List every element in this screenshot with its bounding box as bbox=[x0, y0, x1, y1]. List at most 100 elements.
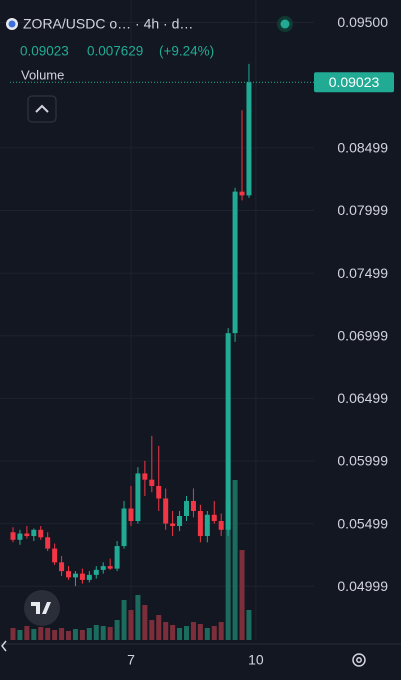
y-tick-label: 0.07999 bbox=[337, 202, 388, 218]
candle-body bbox=[121, 508, 127, 547]
volume-bar bbox=[31, 629, 37, 640]
candle-body bbox=[17, 533, 23, 540]
volume-label: Volume bbox=[21, 67, 64, 82]
y-tick-label: 0.06999 bbox=[337, 327, 388, 343]
candle-body bbox=[184, 500, 189, 517]
candle-body bbox=[45, 537, 51, 549]
candle-body bbox=[52, 548, 58, 563]
scroll-left[interactable] bbox=[1, 640, 7, 652]
y-tick-label: 0.09500 bbox=[337, 14, 388, 30]
volume-bar bbox=[114, 620, 120, 640]
candle-body bbox=[142, 473, 148, 480]
volume-bar bbox=[211, 626, 217, 640]
candle-body bbox=[114, 546, 120, 569]
candle-body bbox=[163, 498, 169, 524]
change: 0.007629 bbox=[87, 44, 143, 59]
volume-bar bbox=[197, 624, 203, 640]
y-tick-label: 0.05999 bbox=[337, 453, 388, 469]
candle-body bbox=[149, 479, 155, 486]
candle-body bbox=[204, 514, 210, 537]
volume-bar bbox=[107, 627, 113, 640]
last-price: 0.09023 bbox=[20, 44, 69, 59]
y-tick-label: 0.04999 bbox=[337, 578, 388, 594]
volume-bar bbox=[190, 622, 196, 640]
volume-pane bbox=[10, 480, 252, 640]
logo-mark bbox=[31, 602, 51, 614]
candle-body bbox=[239, 191, 245, 196]
volume-bar bbox=[38, 627, 44, 640]
candle-body bbox=[156, 485, 162, 499]
logo[interactable] bbox=[24, 590, 60, 626]
candle-body bbox=[246, 82, 252, 196]
settings-center bbox=[356, 657, 362, 663]
candle-body bbox=[190, 500, 196, 511]
y-tick-label: 0.07499 bbox=[337, 265, 388, 281]
candle-body bbox=[211, 514, 217, 522]
volume-bar bbox=[128, 610, 134, 640]
collapse-icon bbox=[35, 104, 49, 113]
candle-body bbox=[128, 508, 134, 522]
volume-bar bbox=[204, 628, 210, 640]
volume-bar bbox=[225, 500, 231, 640]
volume-bar bbox=[170, 625, 176, 640]
volume-bar bbox=[52, 630, 58, 640]
volume-bar bbox=[79, 630, 85, 640]
candle-body bbox=[177, 516, 183, 527]
volume-bar bbox=[177, 628, 183, 640]
candle-body bbox=[72, 573, 78, 578]
volume-bar bbox=[93, 625, 99, 640]
candle-body bbox=[79, 573, 85, 580]
last-price-box bbox=[314, 72, 394, 93]
candle-body bbox=[93, 569, 99, 575]
volume-bar bbox=[232, 480, 238, 640]
status-dot bbox=[280, 19, 290, 29]
candle-body bbox=[225, 333, 231, 530]
candle-body bbox=[31, 529, 37, 537]
volume-bar bbox=[100, 626, 106, 640]
volume-bar bbox=[149, 620, 155, 640]
volume-bar bbox=[184, 626, 189, 640]
candle-body bbox=[107, 566, 113, 569]
candle-body bbox=[100, 566, 106, 570]
volume-bar bbox=[66, 631, 72, 640]
candle-body bbox=[86, 574, 92, 580]
volume-bar bbox=[218, 622, 224, 640]
candle-body bbox=[66, 571, 72, 578]
grid bbox=[0, 0, 314, 640]
candle-body bbox=[10, 532, 16, 540]
candles bbox=[10, 63, 252, 587]
y-tick-label: 0.05499 bbox=[337, 515, 388, 531]
volume-bar bbox=[24, 626, 30, 640]
candle-body bbox=[218, 521, 224, 530]
volume-bar bbox=[163, 622, 169, 640]
chart-title: ZORA/USDC o… · 4h · d… bbox=[23, 16, 193, 32]
volume-bar bbox=[59, 628, 65, 640]
settings-button[interactable] bbox=[352, 653, 366, 667]
candle-body bbox=[135, 473, 141, 522]
y-tick-label: 0.06499 bbox=[337, 390, 388, 406]
volume-bar bbox=[17, 630, 23, 640]
candle-body bbox=[38, 529, 44, 538]
volume-bar bbox=[156, 615, 162, 640]
candle-body bbox=[197, 510, 203, 537]
volume-bar bbox=[72, 629, 78, 640]
candle-body bbox=[59, 562, 65, 572]
volume-bar bbox=[142, 605, 148, 640]
candle-body bbox=[24, 533, 30, 537]
volume-bar bbox=[239, 550, 245, 640]
last-price-label: 0.09023 bbox=[329, 74, 380, 90]
volume-bar bbox=[121, 600, 127, 640]
y-tick-label: 0.08499 bbox=[337, 140, 388, 156]
volume-bar bbox=[86, 628, 92, 640]
candle-body bbox=[232, 191, 238, 334]
x-tick-label: 7 bbox=[127, 652, 135, 668]
volume-bar bbox=[45, 628, 51, 640]
symbol-icon-inner bbox=[8, 20, 16, 28]
collapse-button[interactable] bbox=[27, 95, 57, 123]
settings-ring bbox=[352, 653, 366, 667]
change-percent: (+9.24%) bbox=[159, 44, 214, 59]
volume-bar bbox=[10, 628, 16, 640]
